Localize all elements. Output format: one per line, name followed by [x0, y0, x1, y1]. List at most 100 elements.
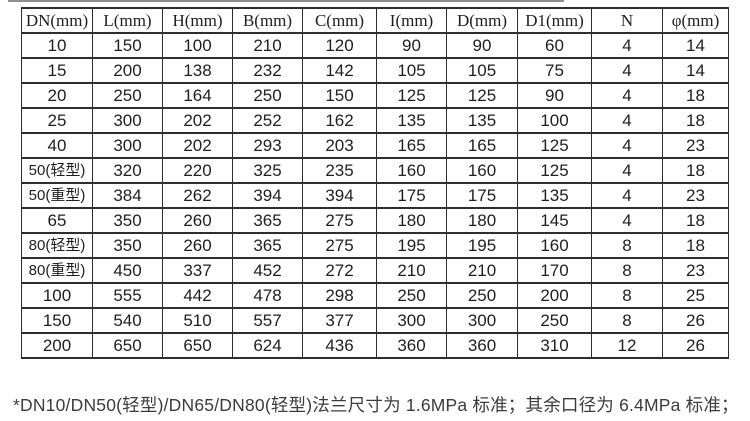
- dn-cell: 150: [21, 307, 93, 334]
- value-cell: 650: [92, 332, 163, 359]
- value-cell: 365: [232, 232, 303, 259]
- value-cell: 100: [517, 107, 592, 134]
- value-cell: 300: [376, 307, 447, 334]
- value-cell: 360: [376, 332, 447, 359]
- value-cell: 384: [92, 182, 163, 209]
- table-row: 80(重型) 450 337 452 272 210 210 170 8 23: [21, 257, 729, 284]
- column-header-3: B(mm): [232, 7, 303, 34]
- table-row: 65 350 260 365 275 180 180 145 4 18: [21, 207, 729, 234]
- value-cell: 250: [517, 307, 592, 334]
- column-header-9: φ(mm): [662, 7, 729, 34]
- value-cell: 250: [232, 82, 303, 109]
- value-cell: 18: [662, 157, 729, 184]
- value-cell: 210: [376, 257, 447, 284]
- table-row: 200 650 650 624 436 360 360 310 12 26: [21, 332, 729, 359]
- table-body: 10 150 100 210 120 90 90 60 4 14 15 200 138 232 142 105…: [21, 32, 729, 359]
- value-cell: 4: [591, 32, 663, 59]
- dn-cell: 80(轻型): [21, 232, 93, 259]
- value-cell: 310: [517, 332, 592, 359]
- table-row: 150 540 510 557 377 300 300 250 8 26: [21, 307, 729, 334]
- value-cell: 235: [302, 157, 377, 184]
- value-cell: 90: [446, 32, 518, 59]
- table-row: 100 555 442 478 298 250 250 200 8 25: [21, 282, 729, 309]
- value-cell: 200: [92, 57, 163, 84]
- value-cell: 260: [162, 232, 233, 259]
- value-cell: 337: [162, 257, 233, 284]
- value-cell: 262: [162, 182, 233, 209]
- value-cell: 8: [591, 257, 663, 284]
- value-cell: 8: [591, 307, 663, 334]
- value-cell: 100: [162, 32, 233, 59]
- value-cell: 135: [376, 107, 447, 134]
- value-cell: 250: [376, 282, 447, 309]
- value-cell: 202: [162, 107, 233, 134]
- top-divider-rule: [8, 0, 564, 2]
- value-cell: 478: [232, 282, 303, 309]
- value-cell: 142: [302, 57, 377, 84]
- value-cell: 90: [517, 82, 592, 109]
- value-cell: 250: [446, 282, 518, 309]
- value-cell: 377: [302, 307, 377, 334]
- column-header-6: D(mm): [446, 7, 518, 34]
- value-cell: 120: [302, 32, 377, 59]
- value-cell: 510: [162, 307, 233, 334]
- flange-dimension-table: DN(mm) L(mm) H(mm) B(mm) C(mm) I(mm) D(mm) D1(m…: [21, 7, 729, 359]
- dn-cell: 25: [21, 107, 93, 134]
- value-cell: 220: [162, 157, 233, 184]
- value-cell: 165: [376, 132, 447, 159]
- value-cell: 555: [92, 282, 163, 309]
- value-cell: 23: [662, 132, 729, 159]
- value-cell: 90: [376, 32, 447, 59]
- dn-cell: 100: [21, 282, 93, 309]
- value-cell: 14: [662, 32, 729, 59]
- column-header-2: H(mm): [162, 7, 233, 34]
- value-cell: 450: [92, 257, 163, 284]
- value-cell: 300: [446, 307, 518, 334]
- value-cell: 18: [662, 82, 729, 109]
- value-cell: 4: [591, 107, 663, 134]
- dn-cell: 50(轻型): [21, 157, 93, 184]
- value-cell: 180: [376, 207, 447, 234]
- value-cell: 180: [446, 207, 518, 234]
- value-cell: 125: [446, 82, 518, 109]
- dn-cell: 200: [21, 332, 93, 359]
- value-cell: 436: [302, 332, 377, 359]
- value-cell: 18: [662, 232, 729, 259]
- value-cell: 150: [92, 32, 163, 59]
- value-cell: 175: [376, 182, 447, 209]
- value-cell: 4: [591, 82, 663, 109]
- value-cell: 394: [232, 182, 303, 209]
- value-cell: 232: [232, 57, 303, 84]
- value-cell: 4: [591, 57, 663, 84]
- value-cell: 138: [162, 57, 233, 84]
- value-cell: 293: [232, 132, 303, 159]
- value-cell: 8: [591, 232, 663, 259]
- value-cell: 165: [446, 132, 518, 159]
- value-cell: 298: [302, 282, 377, 309]
- table-row: 15 200 138 232 142 105 105 75 4 14: [21, 57, 729, 84]
- value-cell: 125: [517, 157, 592, 184]
- value-cell: 23: [662, 182, 729, 209]
- value-cell: 162: [302, 107, 377, 134]
- value-cell: 320: [92, 157, 163, 184]
- value-cell: 18: [662, 207, 729, 234]
- table-header: DN(mm) L(mm) H(mm) B(mm) C(mm) I(mm) D(mm) D1(m…: [21, 7, 729, 34]
- value-cell: 160: [446, 157, 518, 184]
- value-cell: 272: [302, 257, 377, 284]
- table-row: 20 250 164 250 150 125 125 90 4 18: [21, 82, 729, 109]
- value-cell: 540: [92, 307, 163, 334]
- value-cell: 202: [162, 132, 233, 159]
- value-cell: 60: [517, 32, 592, 59]
- column-header-7: D1(mm): [517, 7, 592, 34]
- column-header-4: C(mm): [302, 7, 377, 34]
- value-cell: 18: [662, 107, 729, 134]
- value-cell: 650: [162, 332, 233, 359]
- value-cell: 23: [662, 257, 729, 284]
- dn-cell: 20: [21, 82, 93, 109]
- value-cell: 12: [591, 332, 663, 359]
- dn-cell: 10: [21, 32, 93, 59]
- value-cell: 260: [162, 207, 233, 234]
- value-cell: 160: [517, 232, 592, 259]
- table-row: 40 300 202 293 203 165 165 125 4 23: [21, 132, 729, 159]
- value-cell: 164: [162, 82, 233, 109]
